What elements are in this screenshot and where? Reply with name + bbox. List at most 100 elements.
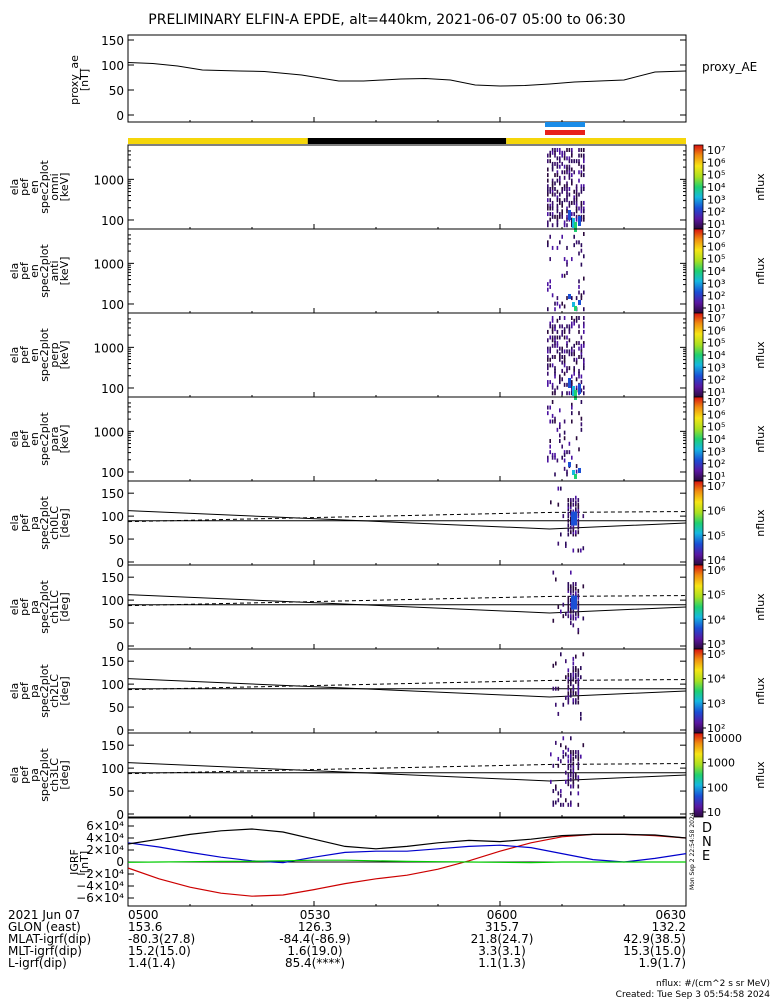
spectrogram-pixel [561,189,563,194]
spectrogram-pixel [556,214,559,219]
colorbar-tick-label: 10⁶ [707,324,726,337]
spectrogram-pixel [549,450,551,455]
energy-panel-ylabel: elapefenspec2plotanti[keV] [8,244,71,298]
pitch-spectrogram-pixel [570,750,572,755]
spectrogram-pixel [551,335,554,340]
energy-ytick-label: 1000 [93,173,124,187]
spectrogram-pixel [561,455,563,460]
spectrogram-pixel [563,371,566,376]
pitch-spectrogram-pixel [567,691,570,696]
spectrogram-pixel [571,346,573,351]
spectrogram-pixel [566,262,568,267]
igrf-series-line [127,828,687,850]
pitch-spectrogram-pixel [562,754,565,759]
pitch-spectrogram-pixel [572,689,575,693]
pitch-spectrogram-pixel [572,782,575,787]
spectrogram-pixel [551,206,554,211]
ylabel-line: anti [48,260,61,281]
spectrogram-pixel [547,223,549,228]
spectrogram-pixel [575,469,578,474]
pitch-spectrogram-pixel [567,507,570,512]
pitch-spectrogram-pixel [575,532,577,537]
colorbar-tick-label: 10⁶ [707,240,726,253]
spectrogram-pixel [547,307,549,312]
spectrogram-pixel [571,223,573,228]
pitch-spectrogram-pixel [557,756,560,761]
pitch-spectrogram-pixel [572,582,575,587]
ylabel-line: ela [8,347,21,364]
pitch-spectrogram-pixel [567,679,570,684]
pitch-spectrogram-pixel [577,682,580,687]
spectrogram-pixel [578,316,580,320]
pitch-spectrogram-pixel [577,684,580,689]
proxy-ae-frame [127,34,687,123]
spectrogram-pixel [554,338,556,343]
spectrogram-pixel [554,214,556,219]
spectrogram-pixel [566,366,568,371]
pitch-spectrogram-pixel [565,752,567,757]
spectrogram-pixel [549,159,551,164]
spectrogram-pixel [580,153,583,158]
ylabel-line: pa [28,600,41,614]
pitch-spectrogram-pixel [570,588,572,593]
colorbar-label: nflux [754,341,767,369]
spectrogram-pixel [547,366,549,371]
spectrogram-pixel [575,436,578,441]
spectrogram-pixel [571,217,573,222]
spectrogram-pixel [566,170,568,175]
colorbar [693,144,704,230]
spectrogram-pixel [580,170,583,175]
pitch-spectrogram-pixel [577,670,580,675]
table-cell: 0530 [300,908,331,922]
pitch-spectrogram-pixel [567,684,570,689]
spectrogram-pixel [571,167,573,172]
spectrogram-pixel [571,374,573,379]
spectrogram-pixel [551,187,554,191]
ylabel-line: en [28,348,41,362]
pitch-spectrogram-pixel [570,752,572,757]
pitch-ytick-label: 50 [109,701,124,715]
pitch-spectrogram-pixel [577,630,580,635]
spectrogram-pixel [554,368,556,373]
pitch-spectrogram-pixel [570,773,572,777]
pitch-spectrogram-pixel [560,486,562,491]
spectrogram-pixel [549,444,551,449]
table-cell: -80.3(27.8) [128,932,195,946]
spectrogram-pixel [556,178,559,183]
plot-title: PRELIMINARY ELFIN-A EPDE, alt=440km, 202… [148,12,625,28]
spectrogram-pixel [551,338,554,343]
spectrogram-pixel [547,203,549,208]
spectrogram-pixel [578,341,580,346]
pitch-spectrogram-pixel [572,548,575,553]
pitch-spectrogram-pixel [560,793,562,798]
spectrogram-pixel [563,355,566,359]
colorbar-tick-label: 10² [707,206,725,219]
pitch-spectrogram-pixel [560,532,562,537]
pitch-spectrogram-pixel [567,775,570,780]
spectrogram-pixel [559,316,561,320]
spectrogram-pixel [554,416,556,421]
igrf-ytick-label: −6×10⁴ [76,891,124,905]
spectrogram-pixel [547,178,549,183]
spectrogram-pixel [566,382,568,387]
spectrogram-pixel [573,366,575,371]
spectrogram-pixel [561,346,563,351]
spectrogram-pixel [566,195,568,200]
spectrogram-pixel [580,203,583,208]
spectrogram-pixel [551,452,554,457]
spectrogram-pixel [583,184,585,189]
pitch-spectrogram-pixel [572,700,575,705]
spectrogram-pixel [583,156,585,161]
ylabel-line: [keV] [58,257,71,286]
spectrogram-pixel [580,416,583,421]
loss-cone-line [127,594,687,614]
pitch-spectrogram-pixel [552,789,555,794]
pitch-spectrogram-pixel [567,779,570,784]
spectrogram-pixel [551,324,554,329]
spectrogram-pixel [551,161,554,166]
spectrogram-pixel [583,206,585,211]
pitch-spectrogram-pixel [577,498,580,503]
spectrogram-pixel [571,455,573,460]
ylabel-line: pef [18,261,31,280]
pitch-ytick-label: 50 [109,785,124,799]
